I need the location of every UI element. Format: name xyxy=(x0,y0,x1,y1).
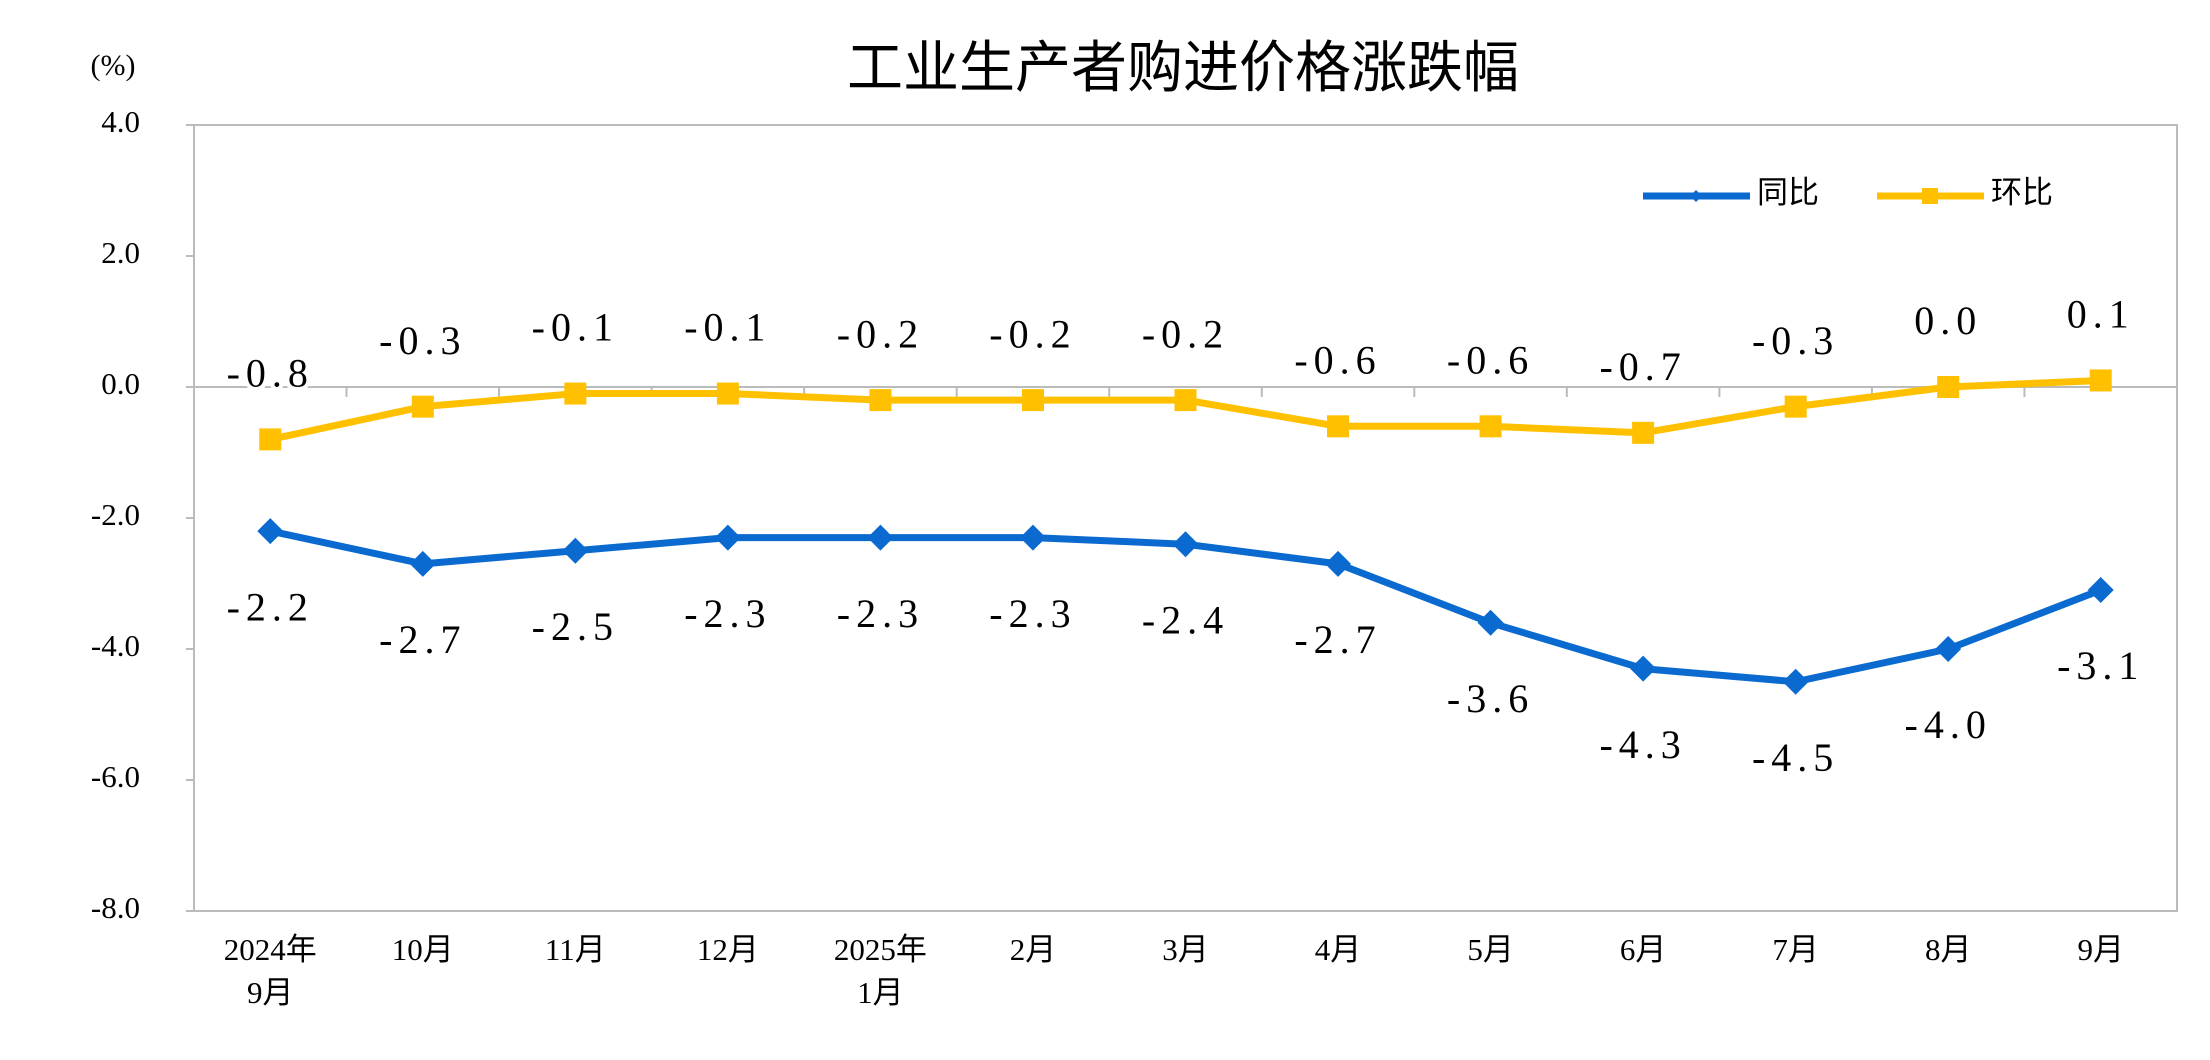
marker xyxy=(1935,636,1962,662)
marker xyxy=(562,537,589,564)
y-tick-label: 4.0 xyxy=(101,104,140,139)
legend-label: 同比 xyxy=(1757,175,1819,210)
x-tick-label: 4月 xyxy=(1314,932,1362,967)
y-unit-label: (%) xyxy=(91,49,136,82)
x-tick-label: 10月 xyxy=(391,932,454,967)
legend-marker xyxy=(1690,190,1702,202)
legend-marker xyxy=(1922,188,1938,204)
x-tick-label: 11月 xyxy=(544,932,606,967)
data-label: 0.0 xyxy=(1914,298,1982,343)
x-tick-label: 8月 xyxy=(1924,932,1972,967)
chart-title: 工业生产者购进价格涨跌幅 xyxy=(847,38,1519,100)
data-label: -4.0 xyxy=(1905,702,1992,747)
x-tick-label: 2024年 9月 xyxy=(223,932,317,1011)
y-tick-label: -2.0 xyxy=(91,497,140,532)
x-tick-label: 12月 xyxy=(696,932,759,967)
data-label: -0.6 xyxy=(1294,337,1381,382)
data-label: -0.8 xyxy=(227,351,314,396)
y-tick-label: -8.0 xyxy=(91,890,140,925)
data-label: -0.6 xyxy=(1447,337,1534,382)
x-tick-label: 7月 xyxy=(1772,932,1819,967)
x-tick-label: 2025年 1月 xyxy=(833,932,927,1011)
plot-frame xyxy=(193,124,2178,912)
marker xyxy=(1477,609,1504,636)
marker xyxy=(869,389,892,412)
marker xyxy=(1019,524,1046,551)
marker xyxy=(1479,415,1502,438)
y-tick-label: -6.0 xyxy=(91,759,140,794)
marker xyxy=(716,382,739,405)
data-label: -0.1 xyxy=(684,305,771,350)
marker xyxy=(257,518,284,545)
data-label: -0.3 xyxy=(379,318,466,363)
x-tick-label: 5月 xyxy=(1467,932,1514,967)
y-tick-label: 0.0 xyxy=(101,366,140,401)
data-label: -2.7 xyxy=(379,617,466,662)
marker xyxy=(867,524,894,551)
marker xyxy=(564,382,587,405)
data-label: -3.6 xyxy=(1447,676,1534,721)
x-tick-label: 2月 xyxy=(1009,932,1057,967)
data-label: -2.5 xyxy=(532,604,619,649)
data-label: -3.1 xyxy=(2057,643,2144,688)
marker xyxy=(409,550,436,577)
marker xyxy=(714,524,741,551)
marker xyxy=(259,428,282,451)
marker xyxy=(1937,376,1960,398)
marker xyxy=(1630,655,1657,682)
data-label: -2.2 xyxy=(227,584,314,629)
x-tick-label: 3月 xyxy=(1162,932,1209,967)
marker xyxy=(1782,668,1809,695)
marker xyxy=(1021,389,1044,412)
data-label: -2.4 xyxy=(1142,597,1229,642)
data-label: 0.1 xyxy=(2067,292,2135,337)
marker xyxy=(1327,415,1350,438)
marker xyxy=(1632,421,1655,444)
marker xyxy=(1325,550,1352,577)
data-label: -2.7 xyxy=(1294,617,1381,662)
marker xyxy=(1784,395,1807,418)
marker xyxy=(2087,577,2114,604)
y-tick-label: 2.0 xyxy=(101,235,140,270)
data-label: -2.3 xyxy=(684,591,771,636)
legend-label: 环比 xyxy=(1991,175,2053,210)
data-label: -0.7 xyxy=(1599,344,1686,389)
marker xyxy=(1172,531,1199,558)
data-label: -4.5 xyxy=(1752,735,1839,780)
data-label: -0.2 xyxy=(989,311,1076,356)
data-label: -2.3 xyxy=(837,591,924,636)
y-tick-label: -4.0 xyxy=(91,628,140,663)
data-label: -0.2 xyxy=(837,311,924,356)
data-label: -0.1 xyxy=(532,305,619,350)
marker xyxy=(411,395,434,418)
x-tick-label: 6月 xyxy=(1619,932,1667,967)
x-tick-label: 9月 xyxy=(2077,932,2124,967)
data-label: -0.3 xyxy=(1752,318,1839,363)
data-label: -4.3 xyxy=(1599,722,1686,767)
marker xyxy=(2089,369,2112,392)
marker xyxy=(1174,389,1197,412)
data-label: -0.2 xyxy=(1142,311,1229,356)
data-label: -2.3 xyxy=(989,591,1076,636)
